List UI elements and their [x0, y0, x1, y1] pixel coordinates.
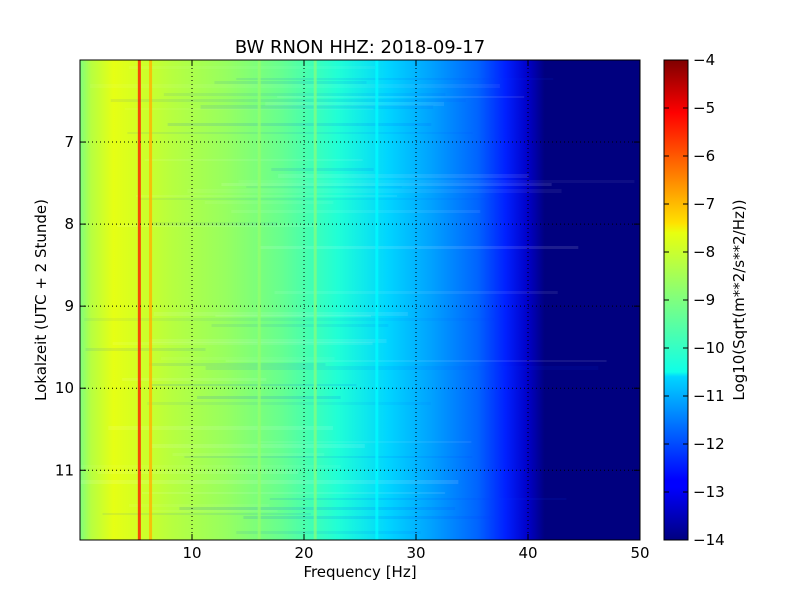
- x-tick-label: 20: [294, 544, 313, 562]
- time-band: [259, 246, 579, 249]
- time-band: [221, 183, 552, 186]
- colorbar-tick-label: −7: [693, 195, 715, 213]
- colorbar-ticks: −4 −5 −6 −7 −8 −9 −10 −11 −12 −13 −14: [664, 51, 725, 549]
- y-tick-label: 8: [64, 215, 74, 233]
- colorbar-tick-label: −6: [693, 147, 715, 165]
- y-tick-label: 10: [55, 379, 74, 397]
- time-band: [124, 108, 374, 110]
- plot-frame: [79, 59, 641, 541]
- x-axis-ticks: 10 20 30 40 50: [182, 60, 650, 562]
- plot-area: [80, 60, 640, 540]
- time-band: [214, 81, 367, 84]
- time-bands: [80, 66, 635, 534]
- colorbar-tick-label: −4: [693, 51, 715, 69]
- time-band: [148, 339, 387, 343]
- spectral-lines: [137, 60, 379, 540]
- spectrogram-heatmap: [80, 60, 640, 540]
- time-band: [122, 378, 267, 381]
- colorbar-tick-label: −9: [693, 291, 715, 309]
- colorbar-tick-label: −13: [693, 483, 725, 501]
- grid-lines: [80, 60, 640, 540]
- colorbar-tick-label: −10: [693, 339, 725, 357]
- time-band: [257, 441, 472, 443]
- colorbar-tick-label: −11: [693, 387, 725, 405]
- colorbar-tick-label: −8: [693, 243, 715, 261]
- time-band: [236, 78, 554, 80]
- x-tick-label: 40: [518, 544, 537, 562]
- time-band: [150, 384, 357, 386]
- time-band: [147, 402, 431, 405]
- y-tick-label: 9: [64, 297, 74, 315]
- time-band: [163, 93, 446, 96]
- time-band: [179, 507, 456, 510]
- time-band: [265, 102, 445, 106]
- colorbar-label: Log10(Sqrt(m**2/s**2/Hz)): [730, 199, 748, 400]
- time-band: [97, 471, 299, 474]
- time-band: [151, 222, 278, 226]
- time-band: [153, 312, 408, 316]
- colorbar-tick-label: −5: [693, 99, 715, 117]
- time-band: [85, 348, 206, 351]
- y-axis-ticks: 7 8 9 10 11: [55, 133, 640, 479]
- time-band: [150, 510, 278, 512]
- y-tick-label: 11: [55, 461, 74, 479]
- y-axis-label: Lokalzeit (UTC + 2 Stunde): [32, 199, 50, 401]
- time-band: [197, 396, 341, 399]
- time-band: [108, 426, 333, 430]
- time-band: [149, 363, 326, 366]
- time-band: [200, 105, 434, 109]
- time-band: [231, 210, 481, 213]
- y-tick-label: 7: [64, 133, 74, 151]
- spectral-line: [137, 60, 141, 540]
- time-band: [144, 159, 363, 161]
- time-band: [135, 195, 398, 197]
- time-band: [141, 492, 446, 494]
- time-band: [80, 480, 459, 484]
- time-band: [139, 198, 501, 200]
- time-band: [127, 132, 473, 134]
- time-band: [128, 66, 376, 69]
- time-band: [277, 96, 525, 98]
- time-band: [215, 315, 372, 317]
- time-band: [129, 504, 270, 507]
- spectral-line: [313, 60, 317, 540]
- colorbar-tick-label: −12: [693, 435, 725, 453]
- time-band: [243, 516, 496, 519]
- time-band: [150, 444, 365, 448]
- spectral-line: [375, 60, 379, 540]
- time-band: [160, 357, 335, 360]
- time-band: [172, 453, 325, 456]
- time-band: [90, 84, 500, 88]
- time-band: [246, 186, 402, 188]
- time-band: [84, 318, 501, 321]
- time-band: [110, 99, 466, 102]
- spectral-line: [149, 60, 153, 540]
- time-band: [102, 513, 311, 515]
- time-band: [184, 456, 473, 458]
- time-band: [238, 180, 635, 183]
- time-band: [167, 123, 432, 126]
- time-band: [112, 342, 373, 345]
- x-tick-label: 50: [630, 544, 649, 562]
- colorbar-tick-label: −14: [693, 531, 725, 549]
- time-band: [187, 189, 562, 193]
- x-tick-label: 30: [406, 544, 425, 562]
- chart-title: BW RNON HHZ: 2018-09-17: [235, 37, 485, 58]
- time-band: [236, 531, 421, 534]
- time-band: [271, 168, 374, 171]
- time-band: [204, 201, 334, 204]
- time-band: [117, 225, 318, 227]
- x-axis-label: Frequency [Hz]: [303, 563, 416, 581]
- x-tick-label: 10: [182, 544, 201, 562]
- spectral-line: [257, 60, 261, 540]
- time-band: [80, 465, 341, 468]
- time-band: [269, 498, 567, 500]
- time-band: [205, 366, 599, 370]
- time-band: [211, 324, 389, 327]
- time-band: [278, 174, 529, 178]
